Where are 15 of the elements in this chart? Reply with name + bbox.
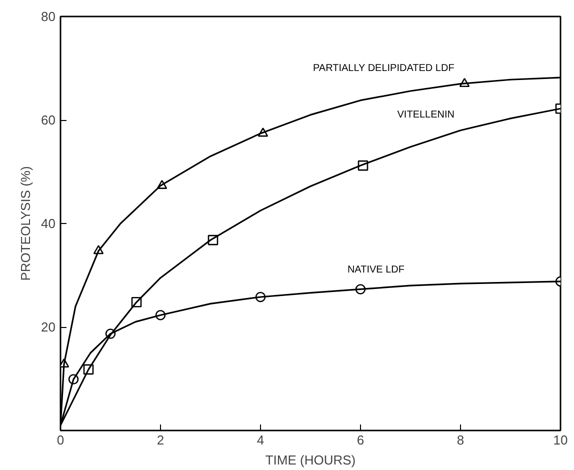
x-tick-label: 10 xyxy=(553,432,568,448)
x-tick-label: 2 xyxy=(156,432,164,448)
x-tick-label: 4 xyxy=(256,432,264,448)
x-tick-label: 8 xyxy=(456,432,464,448)
y-axis-title: PROTEOLYSIS (%) xyxy=(18,166,34,281)
x-tick-label: 6 xyxy=(356,432,364,448)
y-tick-label: 40 xyxy=(41,216,56,231)
y-tick-label: 20 xyxy=(41,320,56,334)
series-label: NATIVE LDF xyxy=(347,264,404,276)
x-tick-label: 0 xyxy=(56,432,64,448)
x-axis-title: TIME (HOURS) xyxy=(265,452,356,468)
y-tick-label: 60 xyxy=(41,112,56,128)
series-label: PARTIALLY DELIPIDATED LDF xyxy=(312,62,454,74)
series-label: VITELLENIN xyxy=(397,109,455,120)
y-tick-label: 80 xyxy=(41,9,56,24)
